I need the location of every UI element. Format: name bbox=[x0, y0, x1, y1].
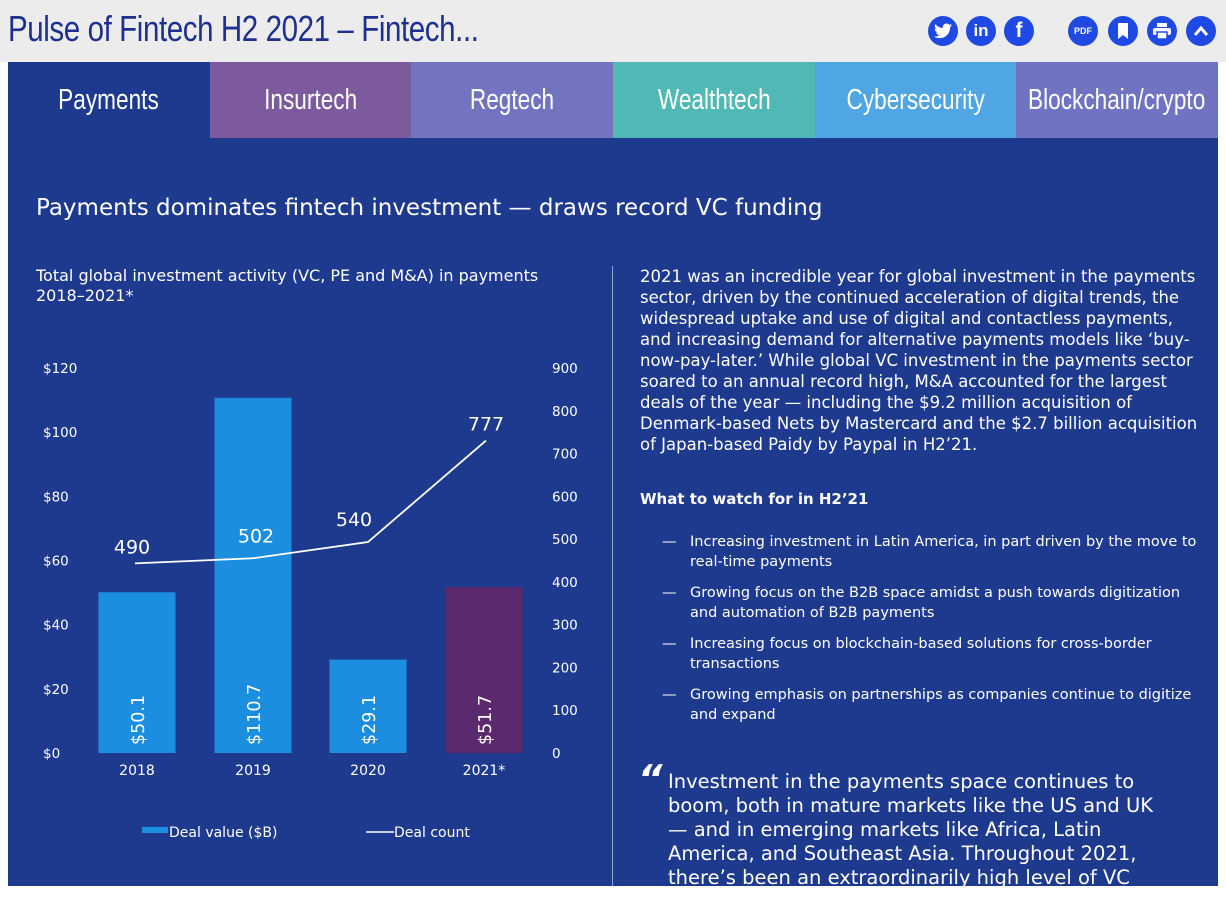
right-axis-tick-label: 700 bbox=[552, 447, 578, 463]
watch-heading: What to watch for in H2’21 bbox=[640, 490, 869, 508]
left-axis-tick-label: $0 bbox=[43, 746, 60, 762]
legend-label: Deal count bbox=[394, 825, 470, 841]
tab-cybersecurity[interactable]: Cybersecurity bbox=[814, 62, 1017, 138]
tab-blockchain-crypto[interactable]: Blockchain/crypto bbox=[1016, 62, 1218, 138]
legend-label: Deal value ($B) bbox=[169, 825, 277, 841]
line-data-label: 502 bbox=[238, 525, 274, 547]
pdf-icon[interactable]: PDF bbox=[1068, 16, 1098, 46]
column-divider bbox=[612, 266, 613, 886]
x-axis-tick-label: 2018 bbox=[119, 763, 155, 779]
list-item: — Growing emphasis on partnerships as com… bbox=[662, 687, 1192, 723]
main-panel: Payments dominates fintech investment — … bbox=[8, 138, 1218, 913]
tab-wealthtech[interactable]: Wealthtech bbox=[612, 62, 815, 138]
bar-data-label: $29.1 bbox=[360, 695, 380, 745]
right-axis-tick-label: 200 bbox=[552, 660, 578, 676]
document-title: Pulse of Fintech H2 2021 – Fintech... bbox=[8, 8, 479, 49]
quote-mark: “ bbox=[638, 757, 663, 801]
bookmark-icon[interactable] bbox=[1108, 16, 1138, 46]
right-axis-tick-label: 400 bbox=[552, 575, 578, 591]
linkedin-icon[interactable]: in bbox=[966, 16, 996, 46]
right-axis-tick-label: 800 bbox=[552, 404, 578, 420]
right-axis-tick-label: 900 bbox=[552, 361, 578, 377]
list-item: — Increasing focus on blockchain-based so… bbox=[662, 636, 1152, 672]
x-axis-tick-label: 2019 bbox=[235, 763, 271, 779]
right-axis-tick-label: 500 bbox=[552, 532, 578, 548]
chart-title: Total global investment activity (VC, PE… bbox=[36, 266, 539, 305]
right-axis-tick-label: 0 bbox=[552, 746, 561, 762]
left-axis-tick-label: $40 bbox=[43, 618, 69, 634]
left-axis-tick-label: $80 bbox=[43, 489, 69, 505]
list-item: — Growing focus on the B2B space amidst a… bbox=[662, 585, 1181, 621]
line-data-label: 777 bbox=[468, 414, 504, 436]
tab-insurtech[interactable]: Insurtech bbox=[209, 62, 412, 138]
left-axis-tick-label: $20 bbox=[43, 682, 69, 698]
bar-data-label: $110.7 bbox=[245, 684, 265, 745]
right-axis-tick-label: 100 bbox=[552, 703, 578, 719]
right-axis-tick-label: 600 bbox=[552, 489, 578, 505]
x-axis-tick-label: 2020 bbox=[350, 763, 386, 779]
bar-data-label: $50.1 bbox=[129, 695, 149, 745]
bar-deal-value bbox=[98, 592, 176, 753]
right-axis-tick-label: 300 bbox=[552, 618, 578, 634]
x-axis-tick-label: 2021* bbox=[463, 763, 506, 779]
twitter-icon[interactable] bbox=[928, 16, 958, 46]
left-axis-tick-label: $100 bbox=[43, 425, 77, 441]
sector-tabs: Payments Insurtech Regtech Wealthtech Cy… bbox=[8, 62, 1218, 138]
deal-count-line bbox=[134, 439, 487, 565]
bar-deal-value bbox=[445, 587, 523, 753]
left-axis-tick-label: $60 bbox=[43, 554, 69, 570]
top-bar: Pulse of Fintech H2 2021 – Fintech... in… bbox=[0, 0, 1226, 62]
list-item: — Increasing investment in Latin America,… bbox=[662, 534, 1197, 570]
watch-list: — Increasing investment in Latin America,… bbox=[662, 532, 1202, 736]
intro-paragraph: 2021 was an incredible year for global i… bbox=[640, 267, 1198, 454]
line-data-label: 490 bbox=[114, 536, 150, 558]
tab-payments[interactable]: Payments bbox=[8, 62, 210, 138]
bar-deal-value bbox=[214, 397, 292, 753]
pull-quote: Investment in the payments space continu… bbox=[668, 770, 1154, 913]
line-data-label: 540 bbox=[336, 509, 372, 531]
chevron-up-icon[interactable] bbox=[1186, 16, 1216, 46]
tab-regtech[interactable]: Regtech bbox=[411, 62, 613, 138]
legend-swatch-deal-value bbox=[142, 827, 168, 833]
print-icon[interactable] bbox=[1147, 16, 1177, 46]
facebook-icon[interactable]: f bbox=[1004, 16, 1034, 46]
bar-deal-value bbox=[329, 659, 407, 753]
bar-data-label: $51.7 bbox=[476, 695, 496, 745]
payments-investment-chart: $120 $100 $80 $60 $40 $20 $0 900 800 700 600 500 400… bbox=[43, 361, 578, 841]
left-axis-tick-label: $120 bbox=[43, 361, 77, 377]
page-headline: Payments dominates fintech investment — … bbox=[36, 195, 823, 221]
